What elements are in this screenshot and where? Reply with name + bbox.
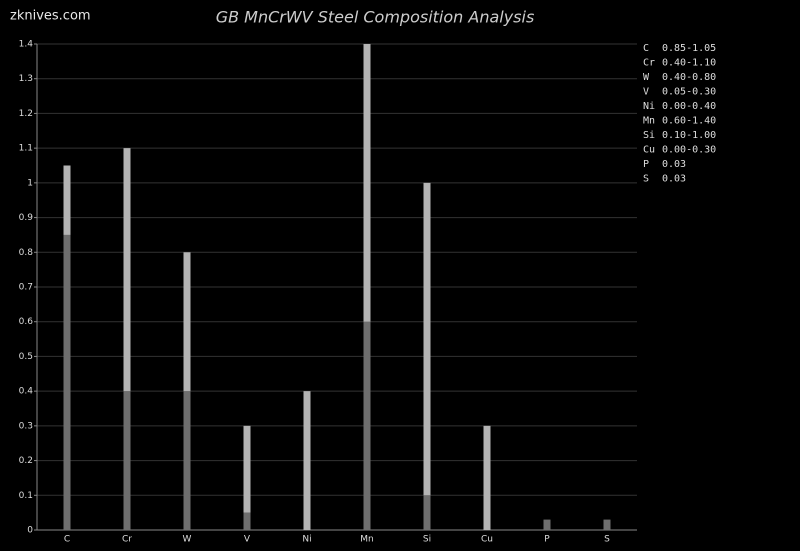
chart-title: GB MnCrWV Steel Composition Analysis xyxy=(216,8,535,27)
legend-range: 0.00-0.30 xyxy=(662,145,716,156)
bar-range xyxy=(363,44,371,322)
legend-element: P xyxy=(643,159,649,170)
bar-range xyxy=(303,391,311,530)
bar-range xyxy=(123,148,131,392)
site-label: zknives.com xyxy=(10,9,91,24)
y-tick-label: 0.8 xyxy=(19,248,34,258)
bar-range xyxy=(183,252,191,392)
bar-range xyxy=(423,182,431,496)
y-tick-label: 0.7 xyxy=(19,283,33,293)
bar-max xyxy=(603,519,611,530)
y-tick-label: 1.2 xyxy=(19,109,33,119)
legend-range: 0.00-0.40 xyxy=(662,101,716,112)
x-tick-label: S xyxy=(604,535,610,545)
y-tick-label: 0.4 xyxy=(19,387,34,397)
legend-element: Mn xyxy=(643,116,655,127)
y-tick-label: 0.9 xyxy=(19,213,34,223)
bar-max xyxy=(543,519,551,530)
bar-range xyxy=(63,165,71,235)
x-tick-label: P xyxy=(544,535,550,545)
bar-min xyxy=(423,495,431,530)
legend-element: Ni xyxy=(643,101,655,112)
x-tick-label: Mn xyxy=(360,535,373,545)
bar-range xyxy=(483,425,491,530)
x-tick-label: Cu xyxy=(481,535,493,545)
bar-min xyxy=(123,391,131,530)
x-tick-label: W xyxy=(183,535,192,545)
legend-element: S xyxy=(643,174,649,185)
y-tick-label: 1.4 xyxy=(19,40,34,50)
legend-element: Si xyxy=(643,130,655,141)
legend-range: 0.03 xyxy=(662,159,686,170)
legend-range: 0.85-1.05 xyxy=(662,43,716,54)
bar-min xyxy=(63,234,71,530)
y-tick-label: 1 xyxy=(27,178,33,188)
x-tick-label: Si xyxy=(423,535,431,545)
y-tick-label: 0.2 xyxy=(19,456,33,466)
legend-range: 0.05-0.30 xyxy=(662,87,716,98)
x-tick-label: Cr xyxy=(122,535,132,545)
legend-element: V xyxy=(643,87,649,98)
legend-range: 0.10-1.00 xyxy=(662,130,716,141)
legend-element: Cu xyxy=(643,145,655,156)
bar-min xyxy=(183,391,191,530)
legend-element: W xyxy=(643,72,650,83)
legend-element: Cr xyxy=(643,58,655,69)
y-tick-label: 0.5 xyxy=(19,352,33,362)
x-tick-label: Ni xyxy=(302,535,311,545)
bar-range xyxy=(243,425,251,513)
bar-min xyxy=(363,321,371,530)
y-tick-label: 0.6 xyxy=(19,317,34,327)
y-tick-label: 0.1 xyxy=(19,491,33,501)
legend-element: C xyxy=(643,43,649,54)
y-tick-label: 0.3 xyxy=(19,421,33,431)
x-tick-label: V xyxy=(244,535,251,545)
legend-range: 0.03 xyxy=(662,174,686,185)
legend-range: 0.40-1.10 xyxy=(662,58,716,69)
legend-range: 0.60-1.40 xyxy=(662,116,716,127)
y-tick-label: 0 xyxy=(27,526,33,536)
y-tick-label: 1.3 xyxy=(19,74,33,84)
y-tick-label: 1.1 xyxy=(19,144,33,154)
bar-min xyxy=(243,512,251,530)
x-tick-label: C xyxy=(64,535,70,545)
legend-range: 0.40-0.80 xyxy=(662,72,716,83)
